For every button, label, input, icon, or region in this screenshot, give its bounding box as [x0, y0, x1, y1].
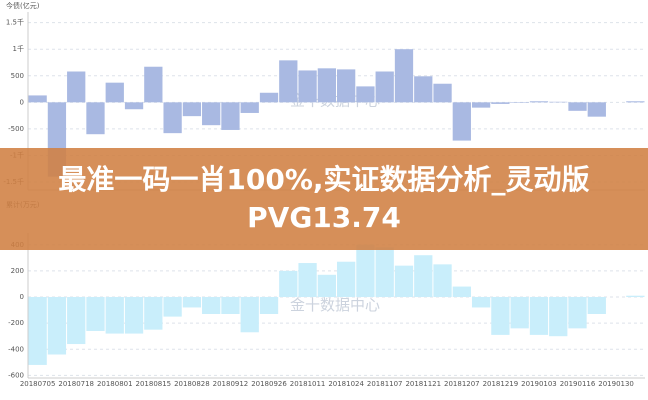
bar	[394, 265, 414, 298]
bar	[549, 101, 568, 103]
bar	[375, 247, 394, 298]
bar	[67, 71, 86, 103]
y-tick-label: 0	[20, 293, 24, 301]
bar	[279, 60, 298, 103]
bar	[433, 83, 452, 103]
bar	[452, 102, 471, 141]
bar	[202, 102, 221, 126]
bar	[279, 270, 298, 298]
bar	[529, 101, 549, 103]
x-tick-label: 20180705	[20, 380, 56, 388]
bar	[452, 286, 471, 298]
x-tick-label: 20181219	[483, 380, 519, 388]
bar	[182, 102, 202, 117]
bar	[298, 263, 317, 298]
x-tick-label: 20181107	[367, 380, 403, 388]
y-tick-label: 1.5千	[6, 18, 24, 27]
bar	[414, 76, 433, 103]
x-tick-label: 20180828	[174, 380, 210, 388]
bar	[124, 297, 144, 334]
x-tick-label: 20181011	[290, 380, 326, 388]
bar	[433, 264, 452, 298]
bar	[356, 244, 375, 298]
y-tick-label: 500	[11, 72, 24, 80]
bar	[317, 68, 336, 103]
y-tick-label: -600	[8, 371, 24, 379]
bar	[587, 297, 606, 314]
bar	[163, 297, 182, 317]
bar	[471, 102, 491, 108]
x-tick-label: 20180912	[213, 380, 249, 388]
x-tick-label: 20181024	[328, 380, 364, 388]
y-tick-label: 0	[20, 98, 24, 106]
bar	[86, 102, 105, 135]
bar	[221, 102, 240, 130]
bar	[510, 102, 529, 103]
bar	[491, 102, 510, 104]
bar	[259, 92, 279, 103]
bar	[568, 297, 587, 329]
bar	[394, 49, 414, 103]
axis-title: 今债(亿元)	[6, 1, 40, 10]
bar	[124, 102, 144, 110]
x-tick-label: 20181207	[444, 380, 480, 388]
bar	[568, 102, 587, 111]
x-tick-label: 20190130	[598, 380, 634, 388]
bar	[144, 66, 163, 103]
y-tick-label: 1千	[13, 44, 24, 53]
bar	[67, 297, 86, 345]
bar	[626, 101, 645, 103]
bar	[298, 70, 317, 103]
x-tick-label: 20180801	[97, 380, 133, 388]
bar	[240, 102, 259, 113]
banner: 最准一码一肖100%,实证数据分析_灵动版PVG13.74	[0, 148, 648, 250]
bar	[144, 297, 163, 330]
bar	[510, 297, 529, 329]
bar	[414, 255, 433, 298]
bar	[317, 274, 336, 298]
x-tick-label: 20180926	[251, 380, 287, 388]
bar	[28, 95, 47, 103]
bar	[47, 297, 67, 355]
watermark: 金十数据中心	[290, 296, 380, 314]
bar	[163, 102, 182, 134]
y-tick-label: -500	[8, 125, 24, 133]
bar	[356, 86, 375, 103]
bar	[337, 69, 356, 103]
bar	[259, 297, 279, 314]
y-tick-label: -200	[8, 319, 24, 327]
bar	[529, 297, 549, 335]
bar	[626, 295, 645, 298]
bar	[28, 297, 47, 365]
bar	[587, 102, 606, 117]
banner-text: 最准一码一肖100%,实证数据分析_灵动版PVG13.74	[58, 163, 590, 234]
x-tick-label: 20190103	[521, 380, 557, 388]
bar	[105, 82, 124, 103]
bar	[202, 297, 221, 314]
x-tick-label: 20181121	[405, 380, 441, 388]
bar	[491, 297, 510, 335]
bar	[182, 297, 202, 308]
bar	[471, 297, 491, 308]
bar	[375, 71, 394, 103]
x-tick-label: 20180718	[58, 380, 94, 388]
y-tick-label: 200	[11, 267, 24, 275]
bar	[105, 297, 124, 334]
bar	[240, 297, 259, 333]
bar	[337, 261, 356, 298]
y-tick-label: -400	[8, 345, 24, 353]
bar	[549, 297, 568, 337]
x-tick-label: 20180815	[136, 380, 172, 388]
x-tick-label: 20190116	[560, 380, 596, 388]
bar	[86, 297, 105, 331]
bar	[221, 297, 240, 314]
